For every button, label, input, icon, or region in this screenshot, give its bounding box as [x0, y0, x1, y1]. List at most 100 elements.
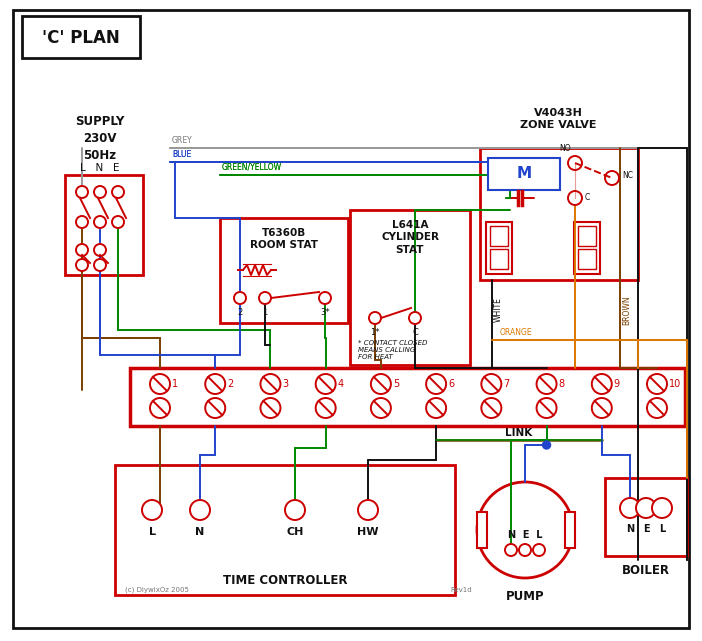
Circle shape — [142, 500, 162, 520]
Circle shape — [259, 292, 271, 304]
Circle shape — [76, 244, 88, 256]
Circle shape — [568, 156, 582, 170]
Bar — [480, 148, 638, 280]
Text: GREY: GREY — [172, 136, 192, 145]
Text: 8: 8 — [559, 379, 564, 389]
Circle shape — [190, 500, 210, 520]
Circle shape — [592, 374, 611, 394]
Circle shape — [652, 498, 672, 518]
Circle shape — [94, 259, 106, 271]
Circle shape — [234, 292, 246, 304]
Text: 4: 4 — [338, 379, 344, 389]
Circle shape — [592, 398, 611, 418]
Text: T6360B
ROOM STAT: T6360B ROOM STAT — [250, 228, 318, 251]
Bar — [350, 210, 470, 365]
Circle shape — [482, 398, 501, 418]
Circle shape — [285, 500, 305, 520]
Circle shape — [477, 482, 573, 578]
Text: (c) DiywixOz 2005: (c) DiywixOz 2005 — [125, 587, 189, 593]
Circle shape — [533, 544, 545, 556]
Text: BOILER: BOILER — [622, 564, 670, 577]
Text: PUMP: PUMP — [505, 590, 544, 603]
Circle shape — [94, 186, 106, 198]
Text: N  E  L: N E L — [508, 530, 542, 540]
Bar — [477, 512, 487, 548]
Text: 3*: 3* — [320, 308, 330, 317]
Text: L641A
CYLINDER
STAT: L641A CYLINDER STAT — [381, 220, 439, 255]
Bar — [22, 16, 140, 58]
Circle shape — [426, 374, 446, 394]
Text: E: E — [643, 524, 649, 534]
Text: 9: 9 — [614, 379, 620, 389]
Bar — [115, 465, 455, 595]
Circle shape — [568, 191, 582, 205]
Text: GREY: GREY — [172, 136, 192, 145]
Text: TIME CONTROLLER: TIME CONTROLLER — [223, 574, 347, 587]
Circle shape — [76, 186, 88, 198]
Text: Rev1d: Rev1d — [450, 587, 472, 593]
Circle shape — [358, 500, 378, 520]
Bar — [490, 226, 508, 246]
Circle shape — [112, 186, 124, 198]
Text: 1: 1 — [172, 379, 178, 389]
Circle shape — [316, 398, 336, 418]
Text: WHITE: WHITE — [494, 297, 503, 322]
Text: BLUE: BLUE — [172, 150, 191, 159]
Circle shape — [76, 216, 88, 228]
Bar — [220, 218, 348, 323]
Text: CH: CH — [286, 527, 304, 537]
Bar — [486, 222, 512, 274]
Text: 3: 3 — [282, 379, 289, 389]
Text: SUPPLY
230V
50Hz: SUPPLY 230V 50Hz — [75, 115, 125, 162]
Circle shape — [316, 374, 336, 394]
Text: * CONTACT CLOSED
MEANS CALLING
FOR HEAT: * CONTACT CLOSED MEANS CALLING FOR HEAT — [358, 340, 428, 360]
Circle shape — [260, 398, 280, 418]
Bar — [65, 175, 143, 275]
Circle shape — [482, 374, 501, 394]
Text: GREEN/YELLOW: GREEN/YELLOW — [222, 163, 282, 172]
Circle shape — [605, 171, 619, 185]
Circle shape — [409, 312, 421, 324]
Text: V4043H
ZONE VALVE: V4043H ZONE VALVE — [519, 108, 596, 130]
Circle shape — [620, 498, 640, 518]
Text: HW: HW — [357, 527, 379, 537]
Circle shape — [536, 374, 557, 394]
Text: 7: 7 — [503, 379, 510, 389]
Text: GREEN/YELLOW: GREEN/YELLOW — [222, 163, 282, 172]
Bar — [490, 249, 508, 269]
Text: L: L — [149, 527, 156, 537]
Text: ORANGE: ORANGE — [500, 328, 533, 337]
Circle shape — [647, 374, 667, 394]
Circle shape — [205, 374, 225, 394]
Bar — [605, 478, 687, 556]
Circle shape — [150, 374, 170, 394]
Text: LINK: LINK — [505, 428, 533, 438]
Circle shape — [319, 292, 331, 304]
Text: C: C — [412, 328, 418, 337]
Text: BROWN: BROWN — [622, 296, 631, 325]
Bar — [578, 226, 596, 246]
Text: N: N — [195, 527, 204, 537]
Text: M: M — [517, 167, 531, 181]
Circle shape — [519, 544, 531, 556]
Text: C: C — [585, 194, 590, 203]
Text: 2: 2 — [227, 379, 234, 389]
Text: L: L — [659, 524, 665, 534]
Circle shape — [371, 374, 391, 394]
Text: 5: 5 — [393, 379, 399, 389]
Text: NC: NC — [622, 172, 633, 181]
Text: 10: 10 — [669, 379, 681, 389]
Circle shape — [371, 398, 391, 418]
Text: BLUE: BLUE — [172, 150, 191, 159]
Text: 2: 2 — [237, 308, 243, 317]
Circle shape — [94, 244, 106, 256]
Text: 1*: 1* — [370, 328, 380, 337]
Circle shape — [76, 259, 88, 271]
Bar — [574, 222, 600, 274]
Bar — [578, 249, 596, 269]
Circle shape — [647, 398, 667, 418]
Text: 1: 1 — [263, 308, 267, 317]
Circle shape — [150, 398, 170, 418]
Text: 6: 6 — [448, 379, 454, 389]
Circle shape — [636, 498, 656, 518]
